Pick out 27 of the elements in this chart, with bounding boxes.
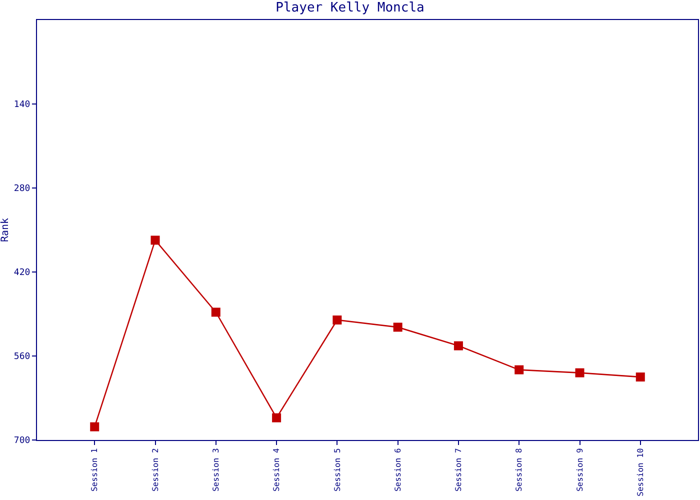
point — [211, 308, 220, 317]
point — [150, 236, 160, 245]
x-tick-label: Session 3 — [211, 448, 220, 492]
y-tick-label: 560 — [14, 352, 30, 362]
x-tick-label: Session 8 — [514, 448, 524, 492]
y-tick-label: 140 — [14, 100, 30, 110]
point — [454, 341, 463, 350]
y-axis-title: Rank — [0, 218, 11, 242]
x-tick-label: Session 4 — [272, 448, 282, 492]
chart-title: Player Kelly Moncla — [276, 0, 424, 16]
point — [393, 322, 402, 332]
point — [332, 316, 342, 324]
point — [90, 422, 100, 432]
point — [575, 368, 584, 378]
x-tick-label: Session 5 — [332, 448, 342, 492]
point — [272, 413, 282, 422]
point — [514, 365, 524, 374]
x-tick-label: Session 10 — [636, 448, 645, 496]
x-tick-label: Session 2 — [150, 448, 160, 492]
y-tick-label: 700 — [14, 436, 30, 446]
x-tick-label: Session 9 — [575, 448, 584, 492]
x-tick-label: Session 7 — [454, 448, 464, 492]
y-tick-label: 280 — [14, 184, 30, 194]
x-tick-label: Session 6 — [393, 448, 402, 492]
x-tick-label: Session 1 — [90, 448, 100, 492]
point — [636, 372, 645, 382]
y-tick-label: 420 — [14, 268, 30, 278]
